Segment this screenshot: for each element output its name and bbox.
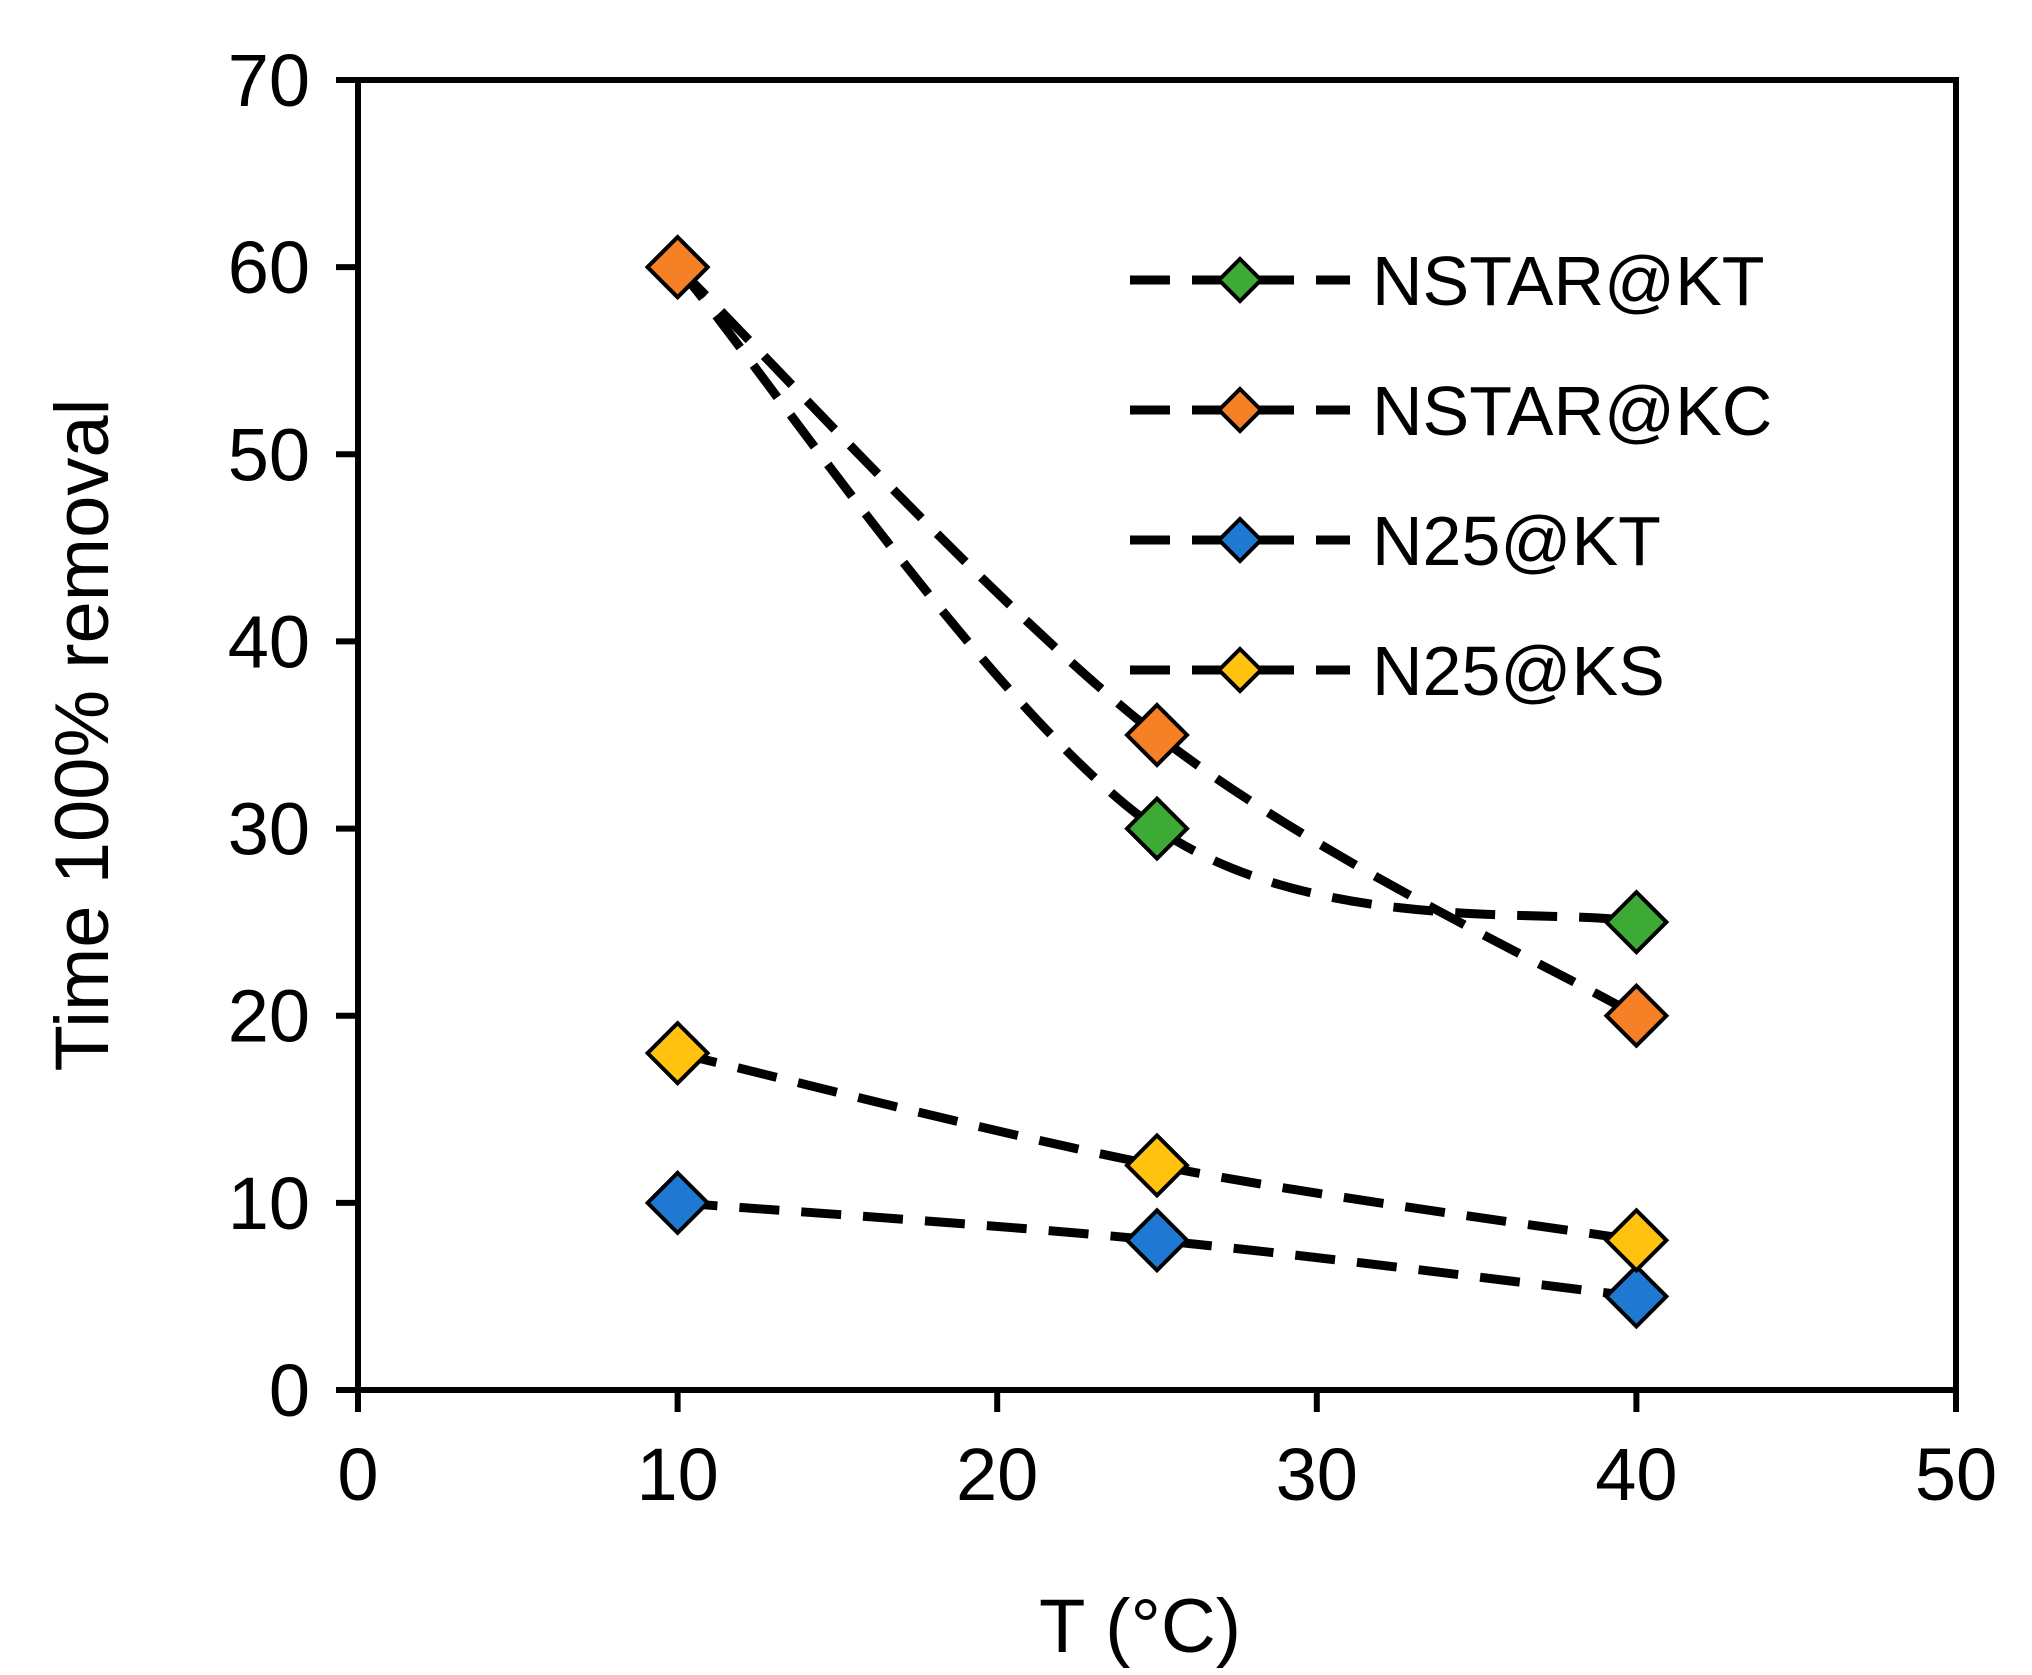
data-point-nstar-kc <box>644 234 711 300</box>
data-point-n25-ks <box>1603 1207 1670 1274</box>
plot-frame <box>355 77 1959 1393</box>
x-tick-label: 30 <box>1276 1433 1358 1516</box>
legend-label: N25@KS <box>1372 632 1665 710</box>
x-tick-label: 0 <box>337 1433 378 1516</box>
x-tick-label: 10 <box>636 1433 718 1516</box>
legend-item: NSTAR@KC <box>1130 372 1772 450</box>
legend-marker <box>1216 516 1264 564</box>
trendlines <box>674 263 1639 1301</box>
y-tick-label: 20 <box>228 975 310 1058</box>
data-point-n25-ks <box>1124 1132 1190 1199</box>
legend-marker <box>1216 256 1264 304</box>
x-tick-label: 50 <box>1915 1433 1997 1516</box>
y-tick-label: 0 <box>269 1349 310 1432</box>
legend-label: NSTAR@KT <box>1372 242 1765 320</box>
y-tick-label: 30 <box>228 788 310 871</box>
data-point-nstar-kc <box>1124 702 1190 768</box>
x-tick-label: 20 <box>956 1433 1038 1516</box>
legend: NSTAR@KT NSTAR@KC N25@KT N25@KS <box>1130 242 1772 710</box>
data-point-nstar-kt <box>1603 889 1670 955</box>
x-axis: 0 10 20 30 40 50 <box>337 1390 1997 1516</box>
legend-marker <box>1216 646 1264 694</box>
legend-item: N25@KS <box>1130 632 1665 710</box>
data-point-nstar-kc <box>1603 982 1670 1049</box>
trendline-nstar-kt <box>674 264 1638 927</box>
data-point-n25-kt <box>1603 1263 1670 1330</box>
legend-item: NSTAR@KT <box>1130 242 1765 320</box>
y-tick-label: 60 <box>228 226 310 309</box>
y-tick-label: 40 <box>228 600 310 683</box>
data-point-n25-kt <box>644 1170 711 1236</box>
legend-label: NSTAR@KC <box>1372 372 1772 450</box>
data-point-nstar-kt <box>1124 795 1190 862</box>
legend-item: N25@KT <box>1130 502 1661 580</box>
x-axis-title: T (°C) <box>1039 1584 1241 1669</box>
y-axis-title: Time 100% removal <box>40 399 125 1072</box>
y-axis: 0 10 20 30 40 50 60 70 <box>228 39 358 1432</box>
data-markers <box>644 234 1670 1330</box>
y-tick-label: 50 <box>228 413 310 496</box>
y-tick-label: 70 <box>228 39 310 122</box>
legend-marker <box>1216 386 1264 434</box>
legend-label: N25@KT <box>1372 502 1661 580</box>
x-tick-label: 40 <box>1595 1433 1677 1516</box>
data-point-n25-ks <box>644 1020 711 1086</box>
y-tick-label: 10 <box>228 1162 310 1245</box>
trendline-nstar-kc <box>674 263 1639 1020</box>
trendline-n25-kt <box>677 1198 1637 1301</box>
data-point-n25-kt <box>1124 1207 1190 1274</box>
